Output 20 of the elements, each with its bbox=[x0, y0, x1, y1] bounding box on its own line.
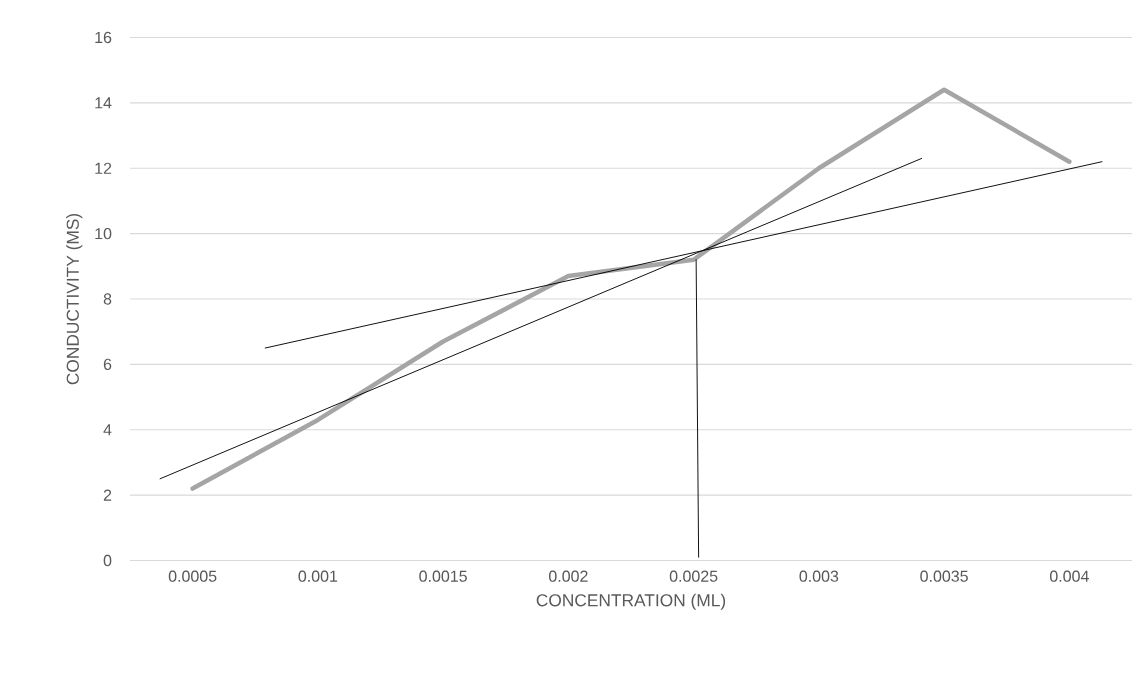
x-tick-label: 0.0005 bbox=[168, 570, 217, 582]
y-tick-label: 10 bbox=[95, 227, 112, 240]
y-tick-label: 0 bbox=[103, 554, 112, 567]
x-axis-title: CONCENTRATION (ML) bbox=[536, 593, 726, 610]
x-tick-label: 0.0035 bbox=[920, 570, 968, 582]
x-tick-label: 0.001 bbox=[298, 570, 338, 582]
y-axis-title: CONDUCTIVITY (MS) bbox=[66, 213, 83, 385]
line-series bbox=[190, 87, 1072, 491]
x-tick-label: 0.003 bbox=[799, 570, 839, 582]
y-tick-label: 16 bbox=[95, 31, 112, 44]
x-tick-label: 0.0015 bbox=[419, 570, 467, 582]
x-tick-label: 0.0025 bbox=[669, 570, 718, 582]
y-tick-label: 6 bbox=[103, 358, 112, 371]
y-tick-label: 12 bbox=[95, 162, 112, 174]
x-tick-label: 0.004 bbox=[1049, 570, 1089, 582]
y-tick-label: 8 bbox=[103, 293, 112, 305]
y-tick-label: 4 bbox=[103, 424, 112, 436]
x-tick-label: 0.002 bbox=[548, 570, 588, 582]
y-tick-label: 14 bbox=[95, 97, 112, 109]
y-tick-label: 2 bbox=[103, 489, 112, 501]
